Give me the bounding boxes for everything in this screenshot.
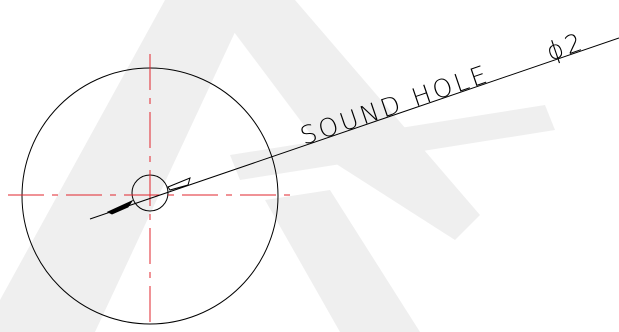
watermark	[0, 0, 555, 332]
diameter-dimension-text: ϕ2	[543, 27, 589, 67]
watermark-stroke-cross	[230, 105, 555, 180]
watermark-stroke-right	[210, 0, 480, 240]
leader-line	[89, 37, 619, 220]
centerlines	[8, 54, 292, 330]
watermark-stroke-lower	[265, 190, 420, 332]
leader-arrowhead-upper	[167, 177, 191, 191]
diameter-leader	[89, 37, 619, 220]
leader-arrowhead-lower	[106, 199, 134, 215]
watermark-stroke-left	[0, 0, 250, 332]
